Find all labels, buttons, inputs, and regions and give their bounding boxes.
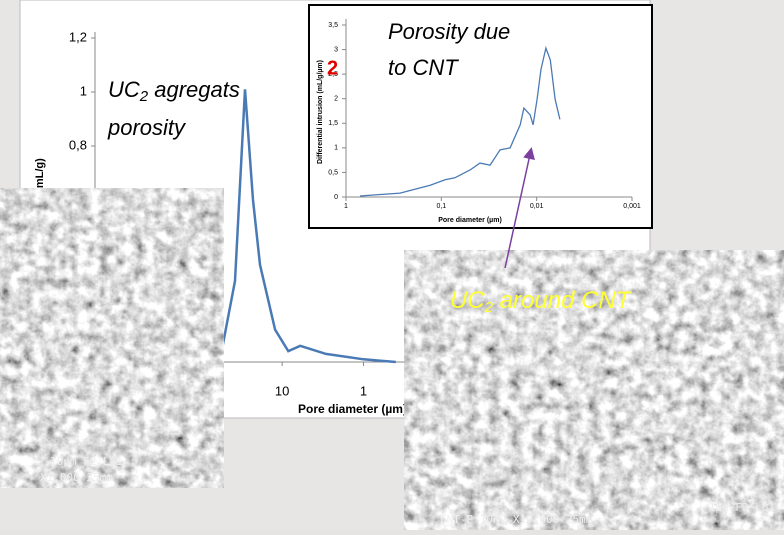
sem-image-left: 10µm F2 L01 X1,000 25mm <box>0 188 224 488</box>
annotation-part: agregats <box>148 77 240 102</box>
sem-photo-texture <box>0 188 224 488</box>
annotation: porosity <box>107 115 187 140</box>
x-tick-label: 1 <box>344 203 348 210</box>
x-tick-label: 0,001 <box>623 203 641 210</box>
y-tick-label: 1 <box>334 145 338 152</box>
annotation-part: porosity <box>107 115 187 140</box>
overlay-text: UC2 around CNT <box>450 287 633 316</box>
chart-title: Porosity due <box>388 19 510 44</box>
y-tick-label: 1,5 <box>328 120 338 127</box>
x-tick-label: 1 <box>360 383 367 398</box>
y-tick-label: 3 <box>334 46 338 53</box>
sem-caption: CNT-P 10KV X10,000 25mm <box>440 513 593 526</box>
y-tick-label: 3,5 <box>328 22 338 29</box>
x-tick-label: 10 <box>275 383 289 398</box>
marker-label: 2 <box>327 57 338 79</box>
x-axis-label: Pore diameter (µm) <box>298 402 407 416</box>
y-tick-label: 2 <box>334 96 338 103</box>
sem-caption: 1µm F2 L01 <box>709 501 775 514</box>
chart-title: to CNT <box>388 55 459 80</box>
sem-caption: 10µm F2 L01 <box>50 455 123 468</box>
y-tick-label: 0,5 <box>328 169 338 176</box>
annotation: UC2 agregats <box>108 77 240 105</box>
x-tick-label: 0,01 <box>530 203 544 210</box>
sem-image-right: UC2 around CNT 1µm F2 L01 CNT-P 10KV X10… <box>404 250 784 530</box>
y-tick-label: 1 <box>80 83 87 98</box>
annotation-part: UC <box>108 77 140 102</box>
x-axis-label: Pore diameter (µm) <box>438 217 502 224</box>
y-tick-label: 0,8 <box>69 137 87 152</box>
slide: 0,811,2101Pore diameter (µm)(mL/g)UC2 ag… <box>0 0 784 530</box>
y-tick-label: 1,2 <box>69 29 87 44</box>
y-tick-label: 0 <box>334 194 338 201</box>
sem-caption: X1,000 25mm <box>40 471 113 484</box>
y-axis-label: (mL/g) <box>34 158 46 192</box>
y-axis-label: Differential intrusion (mL/g/µm) <box>317 60 324 164</box>
x-tick-label: 0,1 <box>436 203 446 210</box>
